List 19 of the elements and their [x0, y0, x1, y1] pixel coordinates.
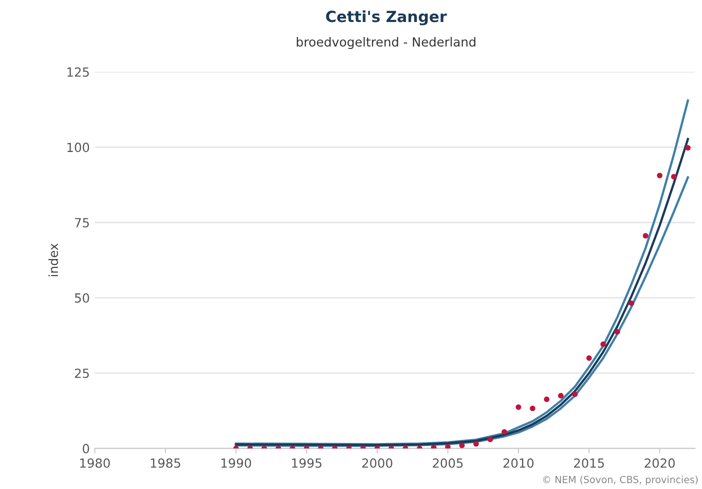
y-tick-label: 25 — [74, 368, 89, 378]
x-tick-label: 2020 — [644, 458, 675, 468]
chart-subtitle: broedvogeltrend - Nederland — [296, 36, 476, 50]
x-tick-label: 2015 — [574, 458, 604, 468]
y-tick-label: 125 — [67, 67, 89, 77]
x-tick-label: 1980 — [80, 458, 110, 468]
x-tick-label: 1985 — [150, 458, 180, 468]
text: © NEM (Sovon, CBS, provincies) — [543, 476, 698, 486]
y-tick-label: 75 — [75, 218, 89, 228]
y-tick-label: 50 — [74, 293, 90, 303]
x-tick-label: 2010 — [503, 458, 534, 468]
x-tick-label: 1995 — [292, 458, 322, 468]
x-tick-label: 2000 — [362, 458, 392, 468]
y-tick-label: 0 — [82, 444, 90, 454]
x-tick-label: 1990 — [221, 458, 252, 468]
x-tick-label: 2005 — [432, 458, 463, 468]
y-axis-title: index — [48, 243, 58, 276]
y-tick-label: 100 — [67, 142, 90, 152]
chart-title: Cetti's Zanger — [326, 10, 447, 26]
